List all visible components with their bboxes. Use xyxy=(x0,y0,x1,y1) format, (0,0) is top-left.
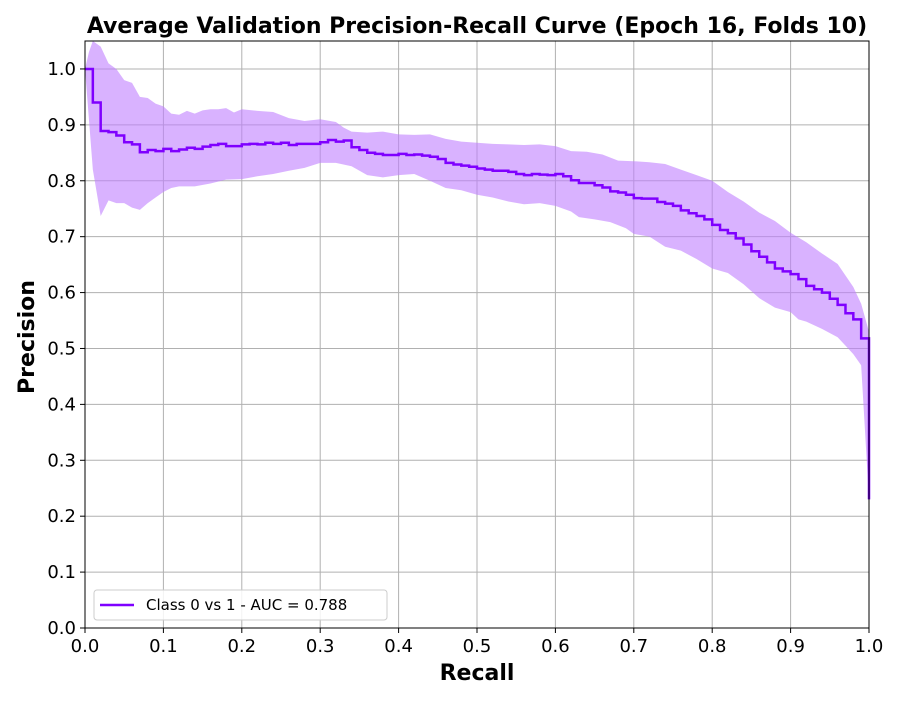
x-tick-label: 0.6 xyxy=(541,636,570,657)
y-tick-label: 0.9 xyxy=(47,115,76,136)
series-line-class-0-vs-1 xyxy=(85,67,871,500)
y-tick-label: 0.4 xyxy=(47,394,76,415)
y-tick-label: 0.2 xyxy=(47,506,76,527)
y-axis-ticks: 0.0 0.1 0.2 0.3 0.4 0.5 0.6 0.7 0.8 0.9 1.0 xyxy=(47,59,85,639)
x-tick-label: 0.1 xyxy=(149,636,178,657)
legend-label: Class 0 vs 1 - AUC = 0.788 xyxy=(146,596,347,614)
y-tick-label: 0.0 xyxy=(47,618,76,639)
x-tick-label: 1.0 xyxy=(855,636,884,657)
x-tick-label: 0.4 xyxy=(384,636,413,657)
series-line-layer xyxy=(85,67,871,500)
x-tick-label: 0.2 xyxy=(227,636,256,657)
confidence-band xyxy=(85,41,869,500)
y-tick-label: 1.0 xyxy=(47,59,76,80)
y-tick-label: 0.5 xyxy=(47,338,76,359)
x-tick-label: 0.8 xyxy=(698,636,727,657)
x-tick-label: 0.3 xyxy=(306,636,335,657)
y-tick-label: 0.7 xyxy=(47,227,76,248)
x-tick-label: 0.5 xyxy=(463,636,492,657)
x-tick-label: 0.9 xyxy=(776,636,805,657)
y-tick-label: 0.6 xyxy=(47,283,76,304)
y-tick-label: 0.3 xyxy=(47,450,76,471)
y-axis-label: Precision xyxy=(15,280,40,394)
x-tick-label: 0.7 xyxy=(619,636,648,657)
x-axis-ticks: 0.0 0.1 0.2 0.3 0.4 0.5 0.6 0.7 0.8 0.9 1.0 xyxy=(71,628,884,657)
confidence-band-layer xyxy=(85,41,869,500)
y-tick-label: 0.8 xyxy=(47,171,76,192)
x-tick-label: 0.0 xyxy=(71,636,100,657)
legend-box xyxy=(93,589,388,621)
y-tick-label: 0.1 xyxy=(47,562,76,583)
legend: Class 0 vs 1 - AUC = 0.788 xyxy=(93,589,388,621)
x-axis-label: Recall xyxy=(440,661,515,686)
chart-title: Average Validation Precision-Recall Curv… xyxy=(87,14,867,39)
